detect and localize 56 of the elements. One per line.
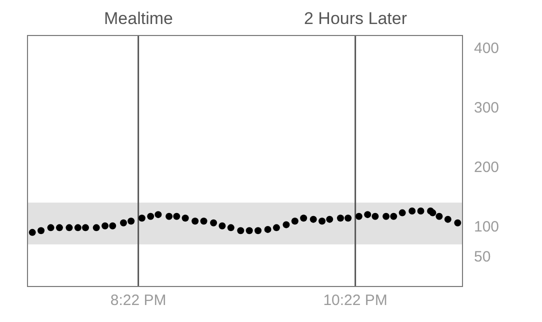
y-tick-label: 300 (474, 100, 500, 117)
point (200, 218, 208, 225)
x-tick-label: 10:22 PM (323, 292, 388, 309)
point (398, 209, 406, 216)
point (254, 227, 262, 234)
y-tick-label: 100 (474, 218, 500, 236)
point (408, 208, 416, 214)
ref-line-label: 2 Hours Later (304, 9, 408, 28)
point (192, 218, 199, 225)
point (210, 219, 218, 226)
point (300, 214, 308, 222)
point (310, 216, 317, 223)
point (173, 212, 180, 220)
point (120, 219, 127, 226)
point (382, 212, 390, 220)
point (227, 224, 234, 232)
point (47, 224, 54, 232)
point (66, 224, 73, 232)
point (336, 214, 344, 222)
x-tick-label: 8:22 PM (110, 292, 166, 309)
point (128, 218, 135, 225)
point (147, 212, 154, 220)
point (92, 224, 100, 232)
point (154, 211, 162, 218)
point (444, 216, 452, 223)
y-tick-label: 200 (474, 159, 500, 176)
point (417, 208, 424, 214)
point (166, 212, 173, 220)
point (56, 224, 63, 232)
point (182, 214, 189, 222)
point (102, 222, 109, 230)
point (282, 221, 290, 228)
point (74, 224, 82, 232)
point (237, 227, 244, 234)
point (291, 218, 298, 225)
point (344, 214, 352, 222)
point (436, 212, 443, 220)
point (109, 222, 116, 230)
point (355, 212, 362, 220)
point (272, 224, 280, 232)
point (218, 222, 226, 230)
point (38, 227, 45, 234)
point (246, 227, 253, 234)
point (364, 211, 372, 218)
point (138, 214, 146, 222)
point (390, 212, 398, 220)
point (264, 226, 272, 233)
y-tick-label: 400 (474, 40, 500, 58)
point (454, 219, 462, 226)
point (318, 218, 326, 225)
point (28, 228, 36, 236)
point (326, 216, 334, 223)
point (372, 212, 379, 220)
y-tick-label: 50 (474, 248, 491, 266)
point (82, 224, 89, 232)
ref-line-label: Mealtime (104, 9, 173, 28)
